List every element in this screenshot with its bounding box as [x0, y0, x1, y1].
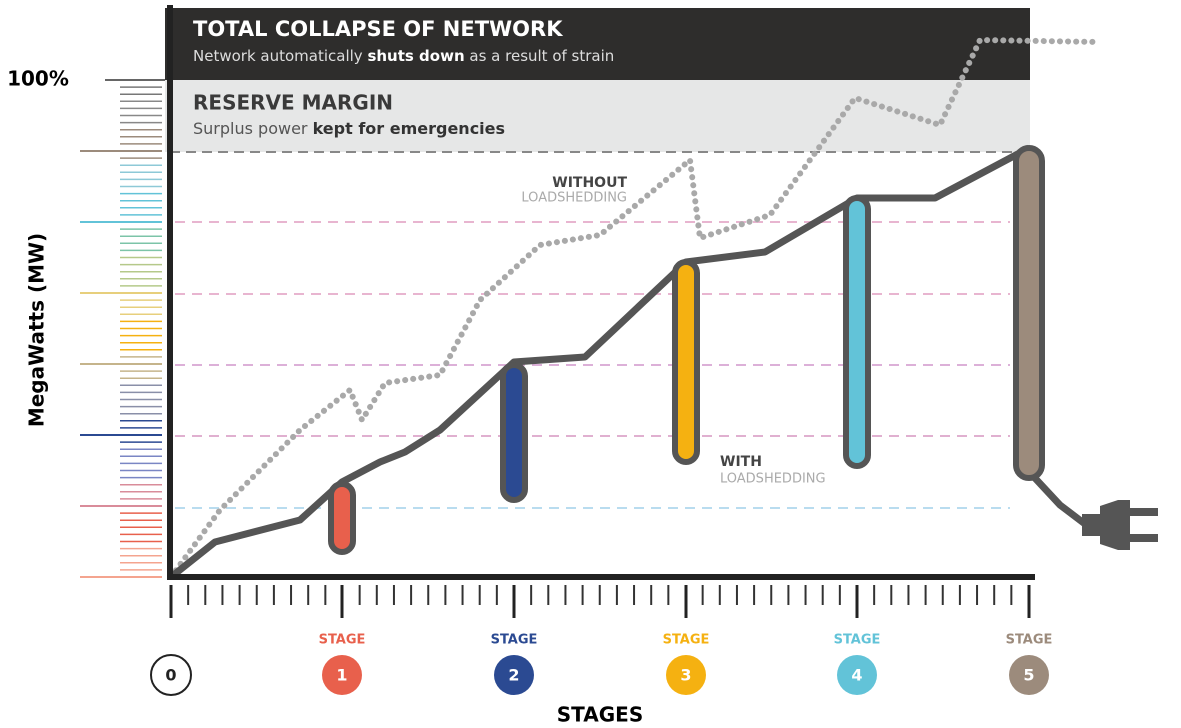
- collapse-band: [165, 8, 1030, 80]
- top-label: 100%: [7, 67, 69, 91]
- stage-number: 3: [680, 666, 691, 685]
- with-label: LOADSHEDDING: [720, 472, 826, 487]
- stage-label: STAGE: [319, 633, 366, 648]
- without-label: WITHOUT: [552, 175, 627, 191]
- plug-pin: [1130, 534, 1158, 542]
- stage-circle: [150, 654, 192, 696]
- stage-bar: [843, 195, 871, 469]
- text: kept for emergencies: [313, 119, 505, 138]
- stage-bar: [500, 362, 528, 503]
- guide-lines: [175, 221, 1010, 509]
- without-line: [168, 36, 1103, 580]
- stage-bars: [328, 145, 1045, 555]
- stage-circle: [322, 655, 362, 695]
- stage-number: 1: [336, 666, 347, 685]
- reserve-subtitle: Surplus power kept for emergencies: [193, 119, 505, 138]
- stage-circle: [837, 655, 877, 695]
- plug-pin: [1130, 508, 1158, 516]
- cord: [1030, 473, 1088, 527]
- without-label: LOADSHEDDING: [521, 191, 627, 206]
- stage-label: STAGE: [663, 633, 710, 648]
- stage-number: 5: [1023, 666, 1034, 685]
- stage-number: 4: [851, 666, 862, 685]
- text: Surplus power: [193, 119, 313, 138]
- with-line: [168, 144, 1031, 580]
- text: Network automatically: [193, 47, 367, 65]
- x-axis-label: STAGES: [557, 703, 643, 727]
- stage-circle: [666, 655, 706, 695]
- text: shuts down: [367, 47, 464, 65]
- left-ticks: [80, 86, 162, 578]
- stage-label: STAGE: [834, 633, 881, 648]
- stage-labels: 0 STAGE 1 STAGE 2 STAGE 3 STAGE 4 STAGE 5: [150, 633, 1053, 696]
- reserve-band: [165, 80, 1030, 152]
- stage-bar: [672, 259, 700, 465]
- stage-circle: [494, 655, 534, 695]
- stage-bar: [328, 481, 356, 555]
- reserve-title: RESERVE MARGIN: [193, 91, 393, 115]
- plug: [1082, 500, 1130, 550]
- stage-label: STAGE: [491, 633, 538, 648]
- y-axis-label: MegaWatts (MW): [25, 233, 49, 427]
- with-label: WITH: [720, 454, 762, 470]
- stage-circle: [1009, 655, 1049, 695]
- collapse-subtitle: Network automatically shuts down as a re…: [193, 47, 614, 65]
- stage-number: 0: [165, 666, 176, 685]
- stage-label: STAGE: [1006, 633, 1053, 648]
- x-ticks: [169, 585, 1031, 618]
- collapse-title: TOTAL COLLAPSE OF NETWORK: [193, 17, 563, 41]
- stage-number: 2: [508, 666, 519, 685]
- text: as a result of strain: [465, 47, 615, 65]
- stage-bar: [1013, 145, 1045, 481]
